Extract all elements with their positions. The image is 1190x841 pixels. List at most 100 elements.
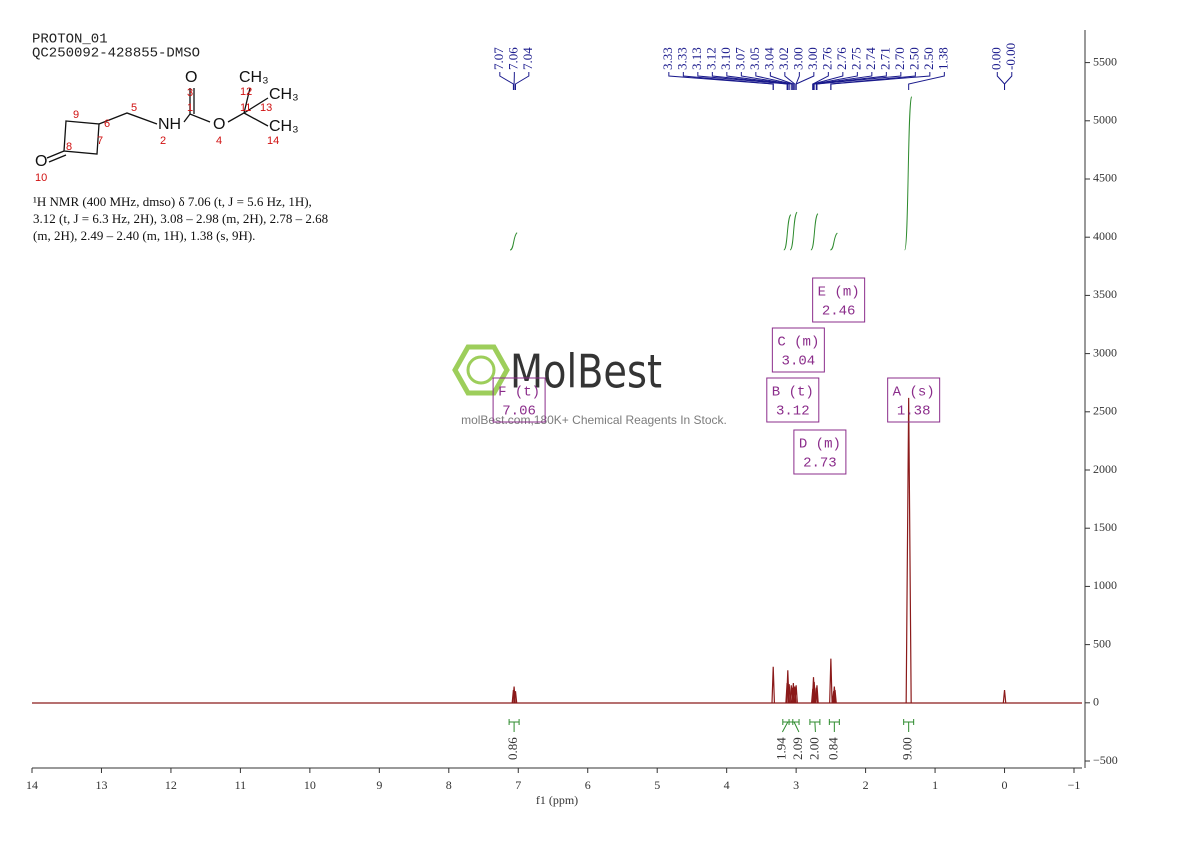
- x-tick-label: 9: [376, 778, 382, 792]
- peak-label: 1.38: [935, 47, 950, 70]
- watermark: MolBest molBest.com,180K+ Chemical Reage…: [452, 344, 727, 427]
- atom-number: 3: [187, 87, 193, 99]
- peak-label: 2.70: [892, 47, 907, 70]
- multiplet-name: B (t): [772, 385, 814, 401]
- multiplet-box: [766, 377, 820, 423]
- peak: [905, 397, 912, 703]
- multiplet-box: [887, 377, 941, 423]
- multiplet-shift: 1.38: [897, 404, 931, 420]
- x-tick-label: 11: [235, 778, 247, 792]
- x-tick-label: 1: [932, 778, 938, 792]
- multiplet-box: [793, 429, 847, 475]
- peak-leader: [740, 72, 792, 90]
- integral-label: 0.86: [505, 737, 520, 760]
- peak-label: 2.74: [863, 47, 878, 70]
- peak-leader: [499, 72, 514, 90]
- y-tick-label: 0: [1093, 695, 1099, 709]
- integral-label: 1.94: [773, 737, 788, 760]
- peak-label: -0.00: [1003, 43, 1018, 70]
- description: (m, 2H), 2.49 – 2.40 (m, 1H), 1.38 (s, 9…: [33, 228, 255, 243]
- atom: CH₃: [239, 69, 269, 86]
- integral-curve: [509, 232, 518, 251]
- integral-curve: [783, 214, 792, 251]
- peak-leader: [1004, 72, 1013, 90]
- x-tick-label: 3: [793, 778, 799, 792]
- peak-label: 7.04: [520, 47, 535, 70]
- atom-number: 9: [73, 109, 79, 121]
- atom-number: 10: [35, 172, 47, 184]
- integral-bracket: [788, 719, 800, 733]
- peak-leader: [697, 72, 788, 90]
- x-tick-label: 6: [585, 778, 591, 792]
- integral-label: 2.09: [790, 737, 805, 760]
- peak-label: 2.50: [921, 47, 936, 70]
- multiplet-name: F (t): [498, 385, 540, 401]
- integral-curve: [904, 96, 913, 251]
- peak-label: 3.33: [660, 47, 675, 70]
- y-tick-label: 500: [1093, 636, 1111, 650]
- x-tick-label: 7: [515, 778, 521, 792]
- x-tick-label: 12: [165, 778, 177, 792]
- atom: CH₃: [269, 118, 299, 135]
- peak-label: 3.05: [747, 47, 762, 70]
- atom-number: 12: [240, 86, 252, 98]
- y-tick-label: 3500: [1093, 287, 1117, 301]
- peak: [1002, 689, 1007, 703]
- peak-leader: [812, 72, 844, 90]
- y-tick-label: 3000: [1093, 345, 1117, 359]
- integral-curve: [810, 213, 819, 251]
- peak: [833, 689, 837, 703]
- y-tick-label: −500: [1093, 753, 1118, 767]
- peak-label: 3.07: [732, 47, 747, 70]
- atom-number: 7: [97, 135, 103, 147]
- atom: O: [35, 153, 47, 170]
- atom-number: 1: [187, 102, 193, 114]
- multiplet-box: [492, 377, 546, 423]
- peak: [829, 658, 833, 703]
- description: ¹H NMR (400 MHz, dmso) δ 7.06 (t, J = 5.…: [33, 194, 312, 209]
- peak-leader: [830, 72, 931, 90]
- atom-number: 4: [216, 135, 222, 147]
- x-axis-label: f1 (ppm): [536, 793, 578, 807]
- multiplet-name: D (m): [799, 437, 841, 453]
- peak-leader: [711, 72, 789, 90]
- y-tick-label: 1000: [1093, 578, 1117, 592]
- atom-number: 2: [160, 135, 166, 147]
- atom-number: 5: [131, 102, 137, 114]
- integral-bracket: [809, 719, 821, 733]
- bonds: [98, 112, 158, 125]
- peak: [815, 685, 819, 703]
- x-tick-label: 0: [1002, 778, 1008, 792]
- peak-leader: [769, 72, 794, 90]
- y-tick-label: 1500: [1093, 520, 1117, 534]
- peak: [812, 681, 816, 703]
- x-tick-label: 10: [304, 778, 316, 792]
- x-tick-label: 4: [724, 778, 730, 792]
- multiplet-name: E (m): [818, 285, 860, 301]
- peak-leader: [996, 72, 1006, 90]
- peak-leader: [514, 72, 530, 90]
- peak-leader: [682, 72, 774, 90]
- peak-leader: [816, 72, 902, 90]
- logo-hexagon: [452, 344, 510, 396]
- atom-number: 8: [66, 141, 72, 153]
- peak-label: 0.00: [988, 47, 1003, 70]
- atom: CH₃: [269, 86, 299, 103]
- peak-label: 3.10: [718, 47, 733, 70]
- multiplet-box: [812, 277, 866, 323]
- peak-leader: [908, 72, 945, 90]
- y-tick-label: 4500: [1093, 171, 1117, 185]
- peak-label: 3.02: [776, 47, 791, 70]
- integral-label: 0.84: [825, 737, 840, 760]
- atom-number: 11: [240, 102, 251, 114]
- peak-leader: [726, 72, 790, 90]
- peak-label: 2.71: [877, 47, 892, 70]
- integral-curve: [830, 232, 838, 251]
- title: PROTON_01: [32, 32, 108, 48]
- structure: O NH O CH₃ CH₃ CH₃ O 1 2 3 4 5 6 7 8 9 1…: [35, 69, 299, 184]
- peak-leader: [815, 72, 887, 90]
- peak: [771, 666, 776, 703]
- atom: O: [213, 116, 225, 133]
- y-tick-label: 2500: [1093, 404, 1117, 418]
